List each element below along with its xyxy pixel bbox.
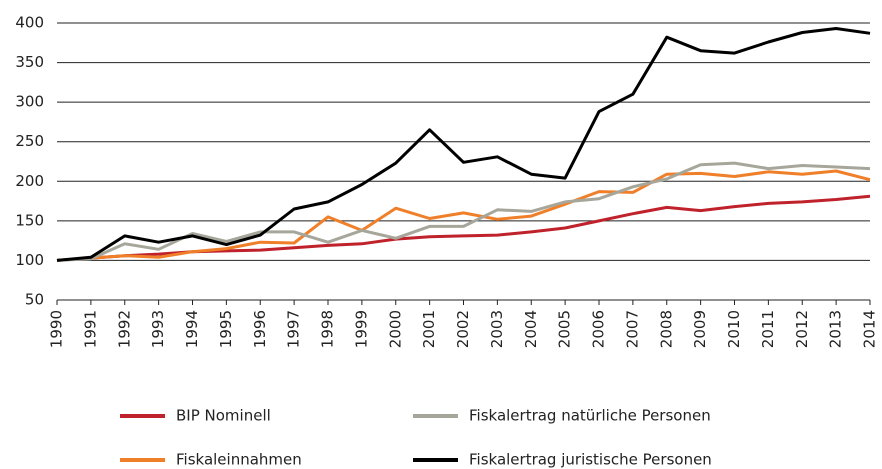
x-tick-label: 1992 xyxy=(115,310,133,348)
y-tick-label: 100 xyxy=(15,251,44,269)
x-tick-label: 2004 xyxy=(522,310,540,348)
series-line xyxy=(56,169,871,262)
x-tick-label: 1996 xyxy=(251,310,269,348)
x-tick-label: 2014 xyxy=(861,310,879,348)
legend-label: Fiskalertrag natürliche Personen xyxy=(469,407,711,425)
legend-label: Fiskaleinnahmen xyxy=(176,451,302,469)
x-tick-label: 1998 xyxy=(319,310,337,348)
x-tick-label: 2005 xyxy=(556,310,574,348)
x-tick-label: 1999 xyxy=(352,310,370,348)
x-tick-label: 2008 xyxy=(657,310,675,348)
series-line xyxy=(56,27,871,262)
x-tick-label: 2000 xyxy=(386,310,404,348)
y-tick-label: 200 xyxy=(15,172,44,190)
x-tick-label: 1991 xyxy=(81,310,99,348)
x-tick-label: 2009 xyxy=(691,310,709,348)
y-tick-label: 150 xyxy=(15,211,44,229)
x-tick-label: 2006 xyxy=(590,310,608,348)
x-tick-label: 2001 xyxy=(420,310,438,348)
series-line xyxy=(56,161,871,262)
legend-label: Fiskalertrag juristische Personen xyxy=(469,451,712,469)
y-tick-label: 300 xyxy=(15,93,44,111)
y-tick-label: 250 xyxy=(15,132,44,150)
series-line xyxy=(56,194,871,262)
x-tick-label: 2002 xyxy=(454,310,472,348)
x-tick-label: 2013 xyxy=(827,310,845,348)
x-tick-label: 2012 xyxy=(793,310,811,348)
x-tick-label: 1997 xyxy=(285,310,303,348)
x-tick-label: 1994 xyxy=(183,310,201,348)
x-tick-label: 2010 xyxy=(725,310,743,348)
x-tick-label: 2007 xyxy=(623,310,641,348)
legend-label: BIP Nominell xyxy=(176,407,271,425)
x-tick-label: 1995 xyxy=(217,310,235,348)
x-tick-label: 1993 xyxy=(149,310,167,348)
y-tick-label: 350 xyxy=(15,53,44,71)
x-tick-label: 2003 xyxy=(488,310,506,348)
x-tick-label: 2011 xyxy=(759,310,777,348)
x-tick-label: 1990 xyxy=(48,310,66,348)
y-tick-label: 50 xyxy=(25,291,44,309)
y-tick-label: 400 xyxy=(15,14,44,32)
